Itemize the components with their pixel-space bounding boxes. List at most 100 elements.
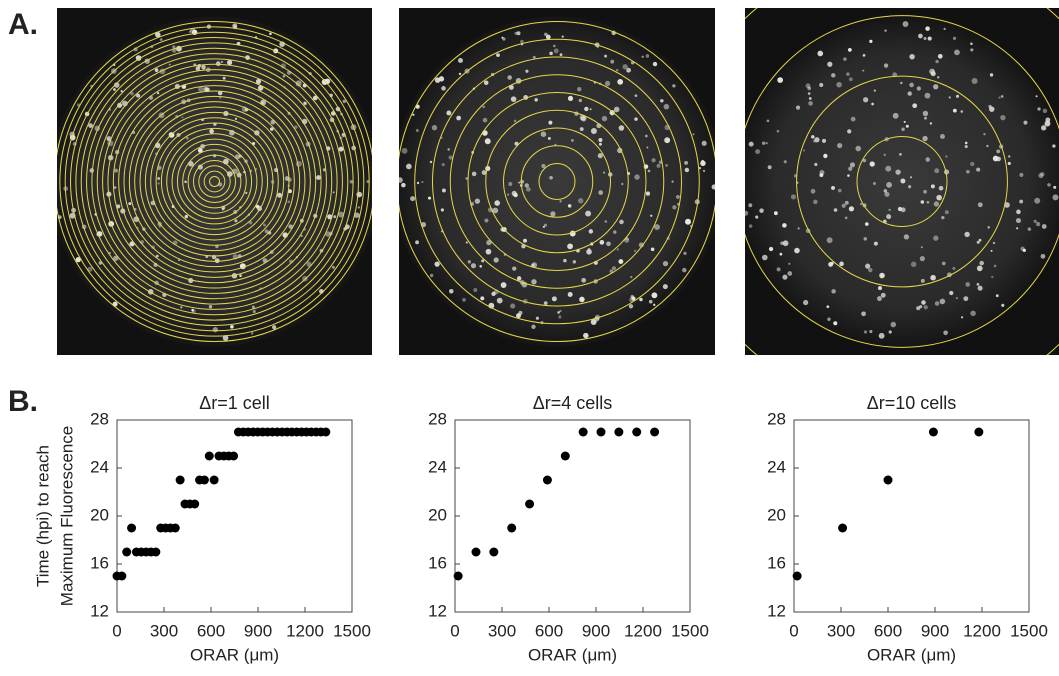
cell: [964, 145, 968, 149]
cell: [811, 135, 815, 139]
cell: [952, 108, 957, 113]
cell: [227, 59, 233, 66]
cell: [803, 149, 806, 152]
cell: [826, 305, 830, 309]
cell: [976, 265, 983, 272]
ring: [203, 170, 226, 193]
cell: [606, 241, 611, 247]
cell: [219, 96, 222, 99]
cell: [963, 296, 969, 302]
cell: [493, 257, 499, 263]
cell: [201, 65, 206, 70]
cell: [639, 297, 643, 302]
cell: [484, 218, 489, 223]
cell: [1035, 221, 1041, 227]
cell: [869, 329, 873, 334]
cell: [675, 194, 680, 199]
cell: [513, 119, 517, 123]
cell: [900, 178, 906, 184]
cell: [960, 110, 964, 113]
x-axis-label: ORAR (μm): [190, 645, 279, 664]
cell: [1027, 227, 1032, 231]
cell: [89, 168, 95, 173]
cell: [623, 237, 630, 243]
cell: [526, 186, 531, 192]
cell: [965, 282, 971, 287]
cell: [1000, 114, 1006, 121]
point: [578, 427, 588, 437]
cell: [209, 128, 214, 134]
cell: [434, 77, 441, 83]
cell: [977, 285, 983, 291]
cell: [221, 207, 225, 211]
cell: [871, 102, 874, 106]
cell: [937, 76, 940, 79]
cell: [548, 120, 553, 125]
ring: [796, 75, 1008, 288]
cell: [465, 177, 468, 180]
y-tick-label: 20: [90, 505, 109, 524]
ring: [399, 21, 715, 342]
cell: [616, 248, 619, 251]
micrograph: [745, 8, 1059, 355]
cell: [158, 225, 161, 228]
cell: [1000, 95, 1004, 98]
cell: [431, 125, 438, 131]
cell: [664, 137, 671, 144]
cell: [948, 96, 951, 99]
cell: [900, 207, 906, 213]
cell: [644, 134, 648, 138]
cell: [473, 287, 478, 292]
cell: [507, 75, 512, 80]
cell: [903, 120, 906, 123]
cell: [634, 174, 640, 180]
cell: [935, 59, 939, 64]
cell: [269, 32, 272, 36]
ring: [414, 38, 700, 325]
cell: [776, 129, 780, 133]
cell: [157, 177, 161, 180]
cell: [849, 162, 855, 168]
cell: [514, 31, 518, 35]
cell: [821, 138, 827, 143]
cell: [930, 184, 935, 189]
cell: [808, 97, 812, 100]
cell: [976, 240, 980, 244]
cell: [884, 29, 887, 32]
cell: [441, 188, 446, 193]
cell: [993, 264, 997, 268]
y-tick-label: 16: [90, 553, 109, 572]
cell: [711, 184, 715, 190]
cell: [886, 181, 892, 188]
cell: [609, 269, 614, 273]
cell: [903, 234, 910, 240]
cell: [671, 180, 674, 183]
cell: [619, 219, 624, 225]
cell: [617, 78, 624, 85]
cell: [295, 160, 302, 167]
cell: [214, 258, 220, 264]
cell: [819, 169, 825, 176]
cell: [933, 84, 939, 90]
point: [199, 475, 209, 485]
ring: [150, 117, 279, 246]
cell: [617, 147, 623, 154]
cell: [877, 286, 883, 291]
x-tick-label: 1500: [671, 621, 709, 640]
cell: [447, 148, 450, 151]
cell: [788, 262, 791, 265]
cell: [567, 204, 572, 208]
cell: [542, 225, 546, 229]
cell: [75, 256, 81, 263]
cell: [912, 103, 918, 109]
cell: [996, 149, 1001, 154]
cell: [467, 260, 471, 264]
cell: [151, 245, 155, 249]
cell: [1041, 125, 1047, 131]
cell: [598, 190, 604, 195]
cell: [155, 31, 161, 38]
cell: [549, 51, 553, 56]
cell: [579, 296, 585, 303]
cell: [779, 252, 783, 256]
cell: [872, 182, 876, 186]
